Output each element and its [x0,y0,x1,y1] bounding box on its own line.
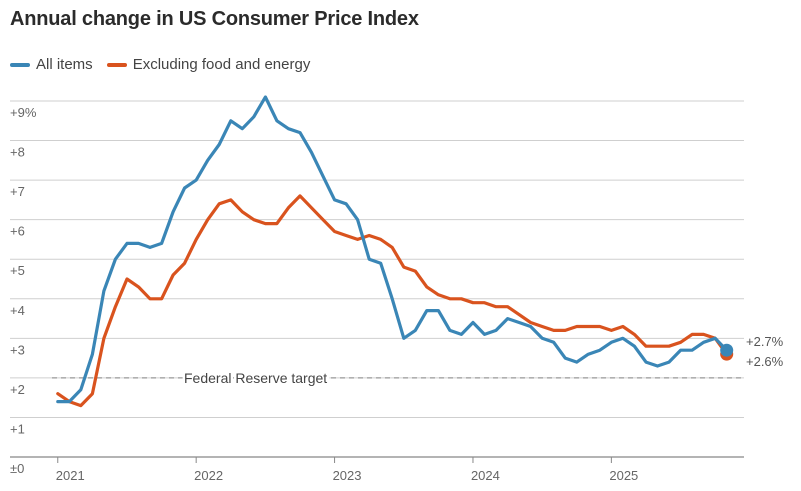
legend-label-core: Excluding food and energy [132,56,311,73]
legend-label-all-items: All items [36,56,93,73]
legend-item-core: Excluding food and energy [106,56,311,73]
series-end-markers: +2.7% +2.6% [720,334,784,369]
reference-line-label: Federal Reserve target [184,370,327,386]
series-line-all-items [56,95,729,404]
x-axis-ticks: 2021 2022 2023 2024 2025 [56,457,638,483]
gridlines [10,100,744,458]
y-tick-label: +8 [10,145,25,160]
series-line-core [56,194,729,408]
legend-swatch-core [106,62,127,67]
y-tick-label: +4 [10,303,25,318]
end-marker-all-items [720,343,734,357]
x-tick-label: 2025 [609,468,638,483]
chart-title: Annual change in US Consumer Price Index [10,8,419,30]
legend: All items Excluding food and energy [10,56,324,73]
y-tick-label: +6 [10,224,25,239]
legend-item-all-items: All items [10,56,93,73]
series-lines [56,95,729,408]
x-tick-label: 2021 [56,468,85,483]
end-label-all-items: +2.7% [746,334,784,349]
y-axis-ticks: ±0 +1 +2 +3 +4 +5 +6 +7 +8 +9% [10,105,37,476]
y-tick-label: +2 [10,382,25,397]
reference-line-group: Federal Reserve target [52,367,744,388]
x-tick-label: 2022 [194,468,223,483]
y-tick-label: +7 [10,184,25,199]
end-label-core: +2.6% [746,354,784,369]
x-tick-label: 2024 [471,468,500,483]
legend-swatch-all-items [10,62,30,67]
y-tick-label: +5 [10,263,25,278]
y-tick-label: ±0 [10,461,24,476]
x-tick-label: 2023 [333,468,362,483]
y-tick-label: +1 [10,421,25,436]
y-tick-label: +9% [10,105,37,120]
y-tick-label: +3 [10,342,25,357]
